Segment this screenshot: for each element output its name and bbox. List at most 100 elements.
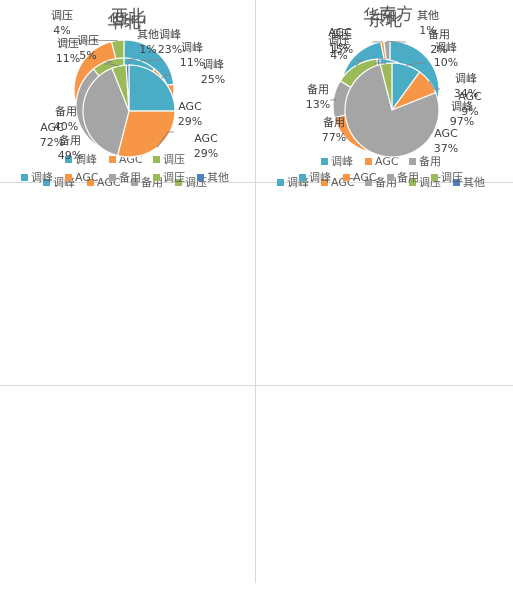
legend-label-voltage-regulation: 调压	[441, 171, 463, 184]
data-label-value-peak-shaving: 25%	[201, 73, 225, 86]
pie-panel-east-china: 华东 调峰 34% AGC 37% 备用 13% 调压 15% 其他 1% 调峰 AGC 备用 调压 其他	[256, 7, 512, 385]
data-label-name-voltage-regulation: 调压	[57, 37, 79, 50]
legend-swatch-reserve	[109, 174, 116, 181]
data-label-name-peak-shaving: 调峰	[451, 100, 473, 113]
data-label-value-peak-shaving: 97%	[450, 115, 474, 128]
legend-swatch-reserve	[387, 174, 394, 181]
chart-title: 东北	[368, 11, 402, 31]
legend-swatch-agc	[109, 156, 116, 163]
data-label-name-peak-shaving: 调峰	[455, 72, 477, 85]
chart-title: 华东	[363, 7, 397, 27]
leader-line-reserve	[386, 40, 406, 43]
legend-swatch-other	[197, 174, 204, 181]
data-label-value-voltage-regulation: 5%	[79, 49, 96, 62]
data-label-name-voltage-regulation: 调压	[330, 28, 352, 41]
legend-label-peak-shaving: 调峰	[31, 171, 53, 184]
data-label-value-reserve: 49%	[58, 149, 82, 162]
data-label-value-peak-shaving: 10%	[434, 56, 458, 69]
legend-label-reserve: 备用	[397, 170, 419, 184]
data-label-name-reserve: 备用	[323, 115, 345, 129]
data-label-value-reserve: 77%	[322, 131, 346, 144]
pie-panel-south: 南方 调峰 10% AGC 9% 备用 77% 调压 4% 调峰 AGC 备用 调压	[256, 5, 512, 583]
data-label-name-agc: AGC	[40, 121, 64, 134]
legend-label-other: 其他	[463, 176, 485, 189]
chart-title: 西北	[111, 7, 145, 27]
data-label-name-peak-shaving: 调峰	[202, 58, 224, 71]
legend-swatch-voltage-regulation	[431, 174, 438, 181]
leader-line-reserve	[330, 98, 338, 101]
leader-line-voltage-regulation	[58, 40, 118, 42]
legend-swatch-peak-shaving	[299, 174, 306, 181]
data-label-name-voltage-regulation: 调压	[51, 9, 73, 22]
legend-swatch-voltage-regulation	[153, 174, 160, 181]
legend-swatch-voltage-regulation	[175, 179, 182, 186]
legend-swatch-agc	[65, 174, 72, 181]
legend-swatch-peak-shaving	[21, 174, 28, 181]
pie-slice-reserve	[82, 67, 130, 157]
data-label-value-voltage-regulation: 4%	[53, 24, 70, 37]
legend-swatch-reserve	[409, 158, 416, 165]
data-label-value-agc: 1%	[331, 41, 348, 54]
legend-label-voltage-regulation: 调压	[163, 153, 185, 166]
pie-slice-peak-shaving	[128, 64, 176, 112]
legend-swatch-reserve	[365, 179, 372, 186]
legend-swatch-agc	[365, 158, 372, 165]
horizontal-divider-1	[0, 182, 513, 183]
legend-label-peak-shaving: 调峰	[331, 155, 353, 168]
leader-line-voltage-regulation	[104, 63, 120, 67]
leader-line-other	[127, 58, 136, 66]
chart-title: 南方	[379, 5, 413, 25]
legend-label-reserve: 备用	[119, 170, 141, 184]
data-label-value-peak-shaving: 34%	[454, 87, 478, 100]
pie-slice-other	[125, 64, 130, 112]
leader-line-peak-shaving	[406, 62, 426, 66]
data-label-value-agc: 29%	[194, 147, 218, 160]
pie-slice-voltage-regulation	[379, 62, 393, 111]
legend-swatch-reserve	[131, 179, 138, 186]
chart-title: 华北	[107, 13, 141, 33]
data-label-name-agc: AGC	[194, 132, 218, 145]
leader-line-agc	[428, 80, 440, 90]
leader-line-peak-shaving	[140, 59, 163, 62]
leader-line-voltage-regulation	[106, 60, 113, 63]
pie-panel-central-china: 华中 调峰 25% AGC 29% 备用 40% 调压 5% 其他 1% 调峰 AGC 备用 调压 其他	[0, 12, 256, 583]
horizontal-divider-2	[0, 385, 513, 386]
legend-label-reserve: 备用	[419, 154, 441, 168]
legend-label-agc: AGC	[375, 155, 399, 168]
data-label-value-peak-shaving: 11%	[180, 56, 204, 69]
data-label-name-agc: AGC	[178, 100, 202, 113]
data-label-value-agc: 29%	[178, 115, 202, 128]
legend-swatch-voltage-regulation	[153, 156, 160, 163]
legend-label-agc: AGC	[353, 171, 377, 184]
data-label-value-reserve: 2%	[430, 43, 447, 56]
legend-label-agc: AGC	[97, 176, 121, 189]
pie-slice-reserve	[344, 63, 440, 158]
legend-swatch-peak-shaving	[277, 179, 284, 186]
data-label-name-peak-shaving: 调峰	[435, 41, 457, 54]
data-label-value-agc: 9%	[461, 105, 478, 118]
data-label-name-reserve: 备用	[307, 82, 329, 96]
legend-label-other: 其他	[207, 171, 229, 184]
data-label-value-voltage-regulation: 15%	[329, 43, 353, 56]
pie-panel-northwest: 西北 调峰 11% AGC 29% 备用 49% 调压 11% 调峰 AGC 备用 调压	[0, 7, 256, 385]
legend-label-agc: AGC	[75, 171, 99, 184]
legend-label-voltage-regulation: 调压	[163, 171, 185, 184]
data-label-name-agc: AGC	[434, 127, 458, 140]
data-label-name-reserve: 备用	[55, 104, 77, 118]
leader-line-peak-shaving	[161, 74, 171, 79]
data-label-value-reserve: 40%	[54, 120, 78, 133]
data-label-name-other: 其他	[417, 9, 439, 22]
vertical-divider	[255, 0, 256, 583]
legend-swatch-peak-shaving	[65, 156, 72, 163]
legend-swatch-agc	[87, 179, 94, 186]
legend-swatch-agc	[343, 174, 350, 181]
data-label-value-peak-shaving: 23%	[158, 43, 182, 56]
legend-swatch-other	[453, 179, 460, 186]
leader-line-voltage-regulation	[355, 59, 364, 66]
data-label-name-peak-shaving: 调峰	[159, 28, 181, 41]
data-label-name-agc: AGC	[328, 26, 352, 39]
data-label-value-reserve: 13%	[306, 98, 330, 111]
